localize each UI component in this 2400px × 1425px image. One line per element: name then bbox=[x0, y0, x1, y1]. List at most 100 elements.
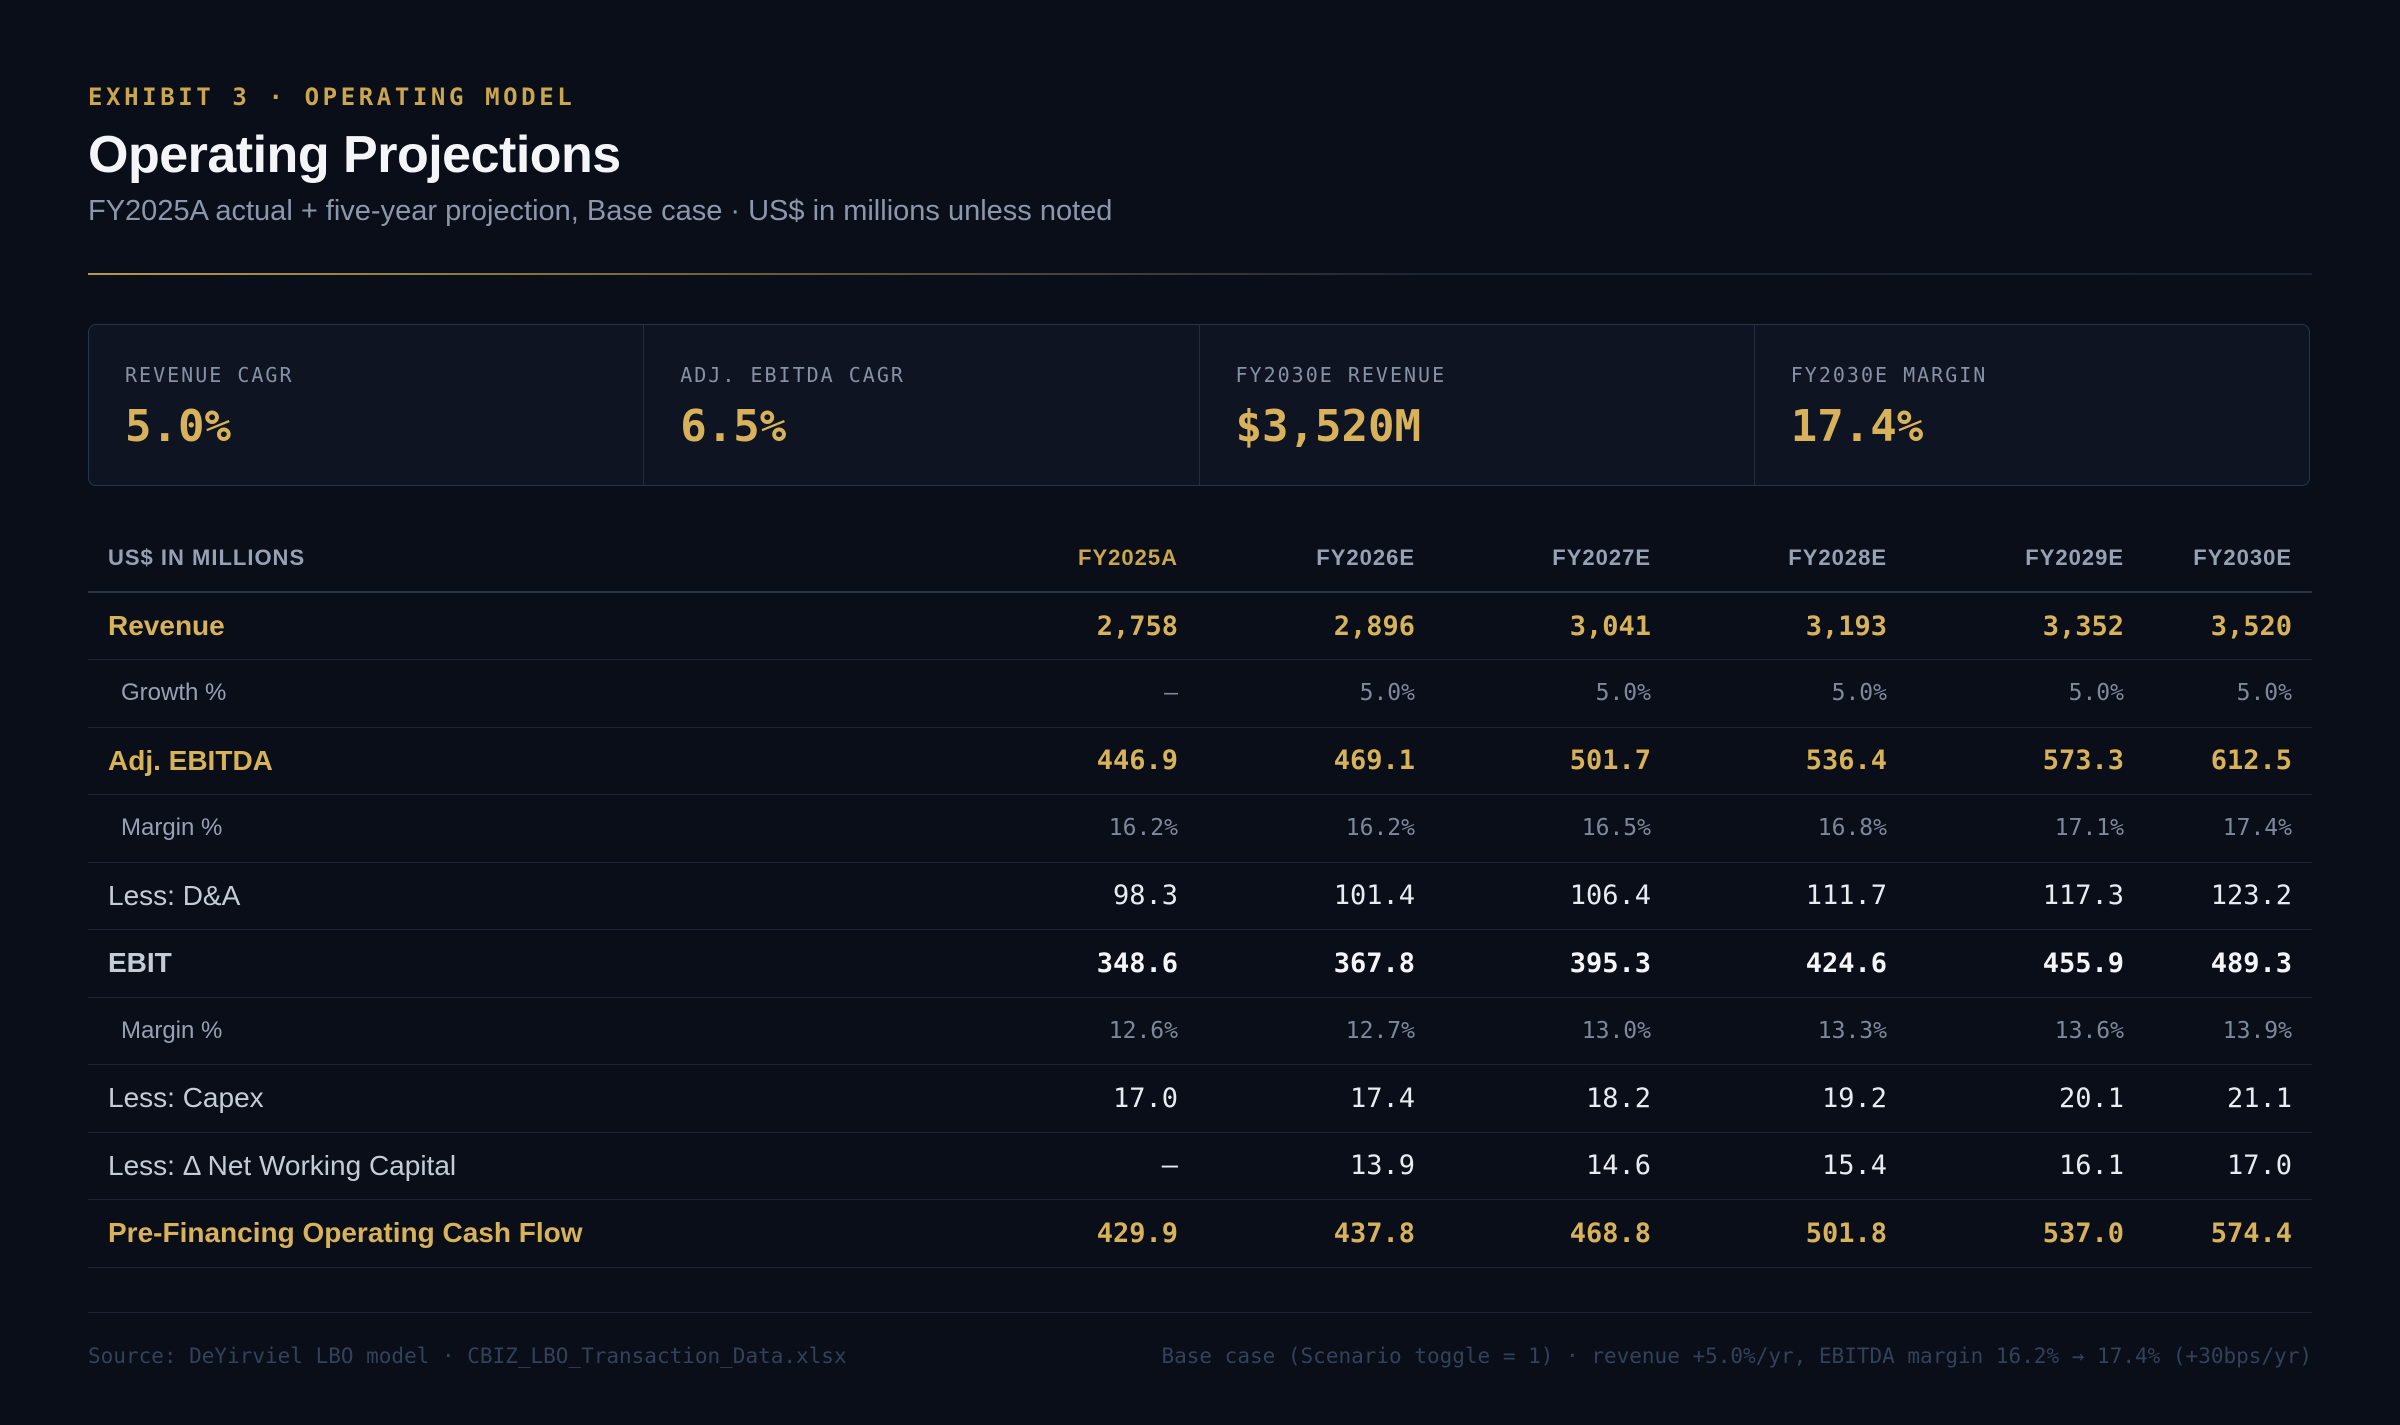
table-cell: 106.4 bbox=[1569, 880, 1651, 912]
table-cell: 16.8% bbox=[1817, 815, 1887, 842]
table-cell: 17.1% bbox=[2054, 815, 2124, 842]
table-row: Margin % 16.2% 16.2% 16.5% 16.8% 17.1% 17.4% bbox=[88, 795, 2312, 862]
table-cell: 19.2 bbox=[1821, 1082, 1887, 1114]
kpi-label: FY2030E REVENUE bbox=[1235, 363, 1447, 387]
table-row: Less: Δ Net Working Capital — 13.9 14.6 15.4… bbox=[88, 1132, 2312, 1200]
table-row: Less: Capex 17.0 17.4 18.2 19.2 20.1 21.1 bbox=[88, 1065, 2312, 1132]
table-body: Revenue 2,758 2,896 3,041 3,193 3,352 3,520 Gro… bbox=[88, 592, 2312, 1267]
table-cell: — bbox=[1164, 680, 1178, 707]
table-cell: 424.6 bbox=[1805, 947, 1887, 979]
table-row: Less: D&A 98.3 101.4 106.4 111.7 117.3 123.2 bbox=[88, 862, 2312, 930]
exhibit-eyebrow: EXHIBIT 3 · OPERATING MODEL bbox=[88, 83, 576, 111]
kpi-value: $3,520M bbox=[1235, 401, 1421, 452]
row-label: Less: D&A bbox=[108, 879, 241, 911]
column-header-fy2027e: FY2027E bbox=[1552, 544, 1651, 570]
table-row: Margin % 12.6% 12.7% 13.0% 13.3% 13.6% 13.9% bbox=[88, 997, 2312, 1065]
table-cell: 489.3 bbox=[2210, 947, 2292, 979]
table-cell: 13.6% bbox=[2054, 1017, 2124, 1044]
table-cell: 98.3 bbox=[1112, 880, 1178, 912]
table-cell: 501.7 bbox=[1569, 745, 1651, 777]
kpi-strip: REVENUE CAGR 5.0% ADJ. EBITDA CAGR 6.5% … bbox=[88, 324, 2310, 486]
table-cell: 16.2% bbox=[1345, 815, 1415, 842]
kpi-fy2030e-revenue: FY2030E REVENUE $3,520M bbox=[1200, 325, 1755, 485]
table-row: Adj. EBITDA 446.9 469.1 501.7 536.4 573.3 612.… bbox=[88, 727, 2312, 795]
table-cell: 537.0 bbox=[2042, 1217, 2124, 1249]
header-divider bbox=[88, 273, 2312, 275]
page-title: Operating Projections bbox=[88, 126, 621, 184]
footer-source: Source: DeYirviel LBO model · CBIZ_LBO_T… bbox=[88, 1344, 847, 1368]
table-cell: 3,041 bbox=[1569, 610, 1651, 642]
row-label: Revenue bbox=[108, 610, 225, 641]
page-subtitle: FY2025A actual + five-year projection, B… bbox=[88, 195, 1113, 227]
kpi-revenue-cagr: REVENUE CAGR 5.0% bbox=[89, 325, 645, 485]
table-cell: 395.3 bbox=[1569, 947, 1651, 979]
table-cell: 3,520 bbox=[2210, 610, 2292, 642]
table-cell: 13.0% bbox=[1581, 1017, 1651, 1044]
table-cell: 12.7% bbox=[1345, 1017, 1415, 1044]
table-cell: 536.4 bbox=[1805, 745, 1887, 777]
table-cell: 123.2 bbox=[2210, 880, 2292, 912]
table-cell: 2,758 bbox=[1096, 610, 1178, 642]
table-cell: 455.9 bbox=[2042, 947, 2124, 979]
row-label: Margin % bbox=[121, 1016, 223, 1044]
row-label: Adj. EBITDA bbox=[108, 744, 273, 776]
table-cell: 20.1 bbox=[2058, 1082, 2124, 1114]
column-header-units: US$ IN MILLIONS bbox=[108, 544, 306, 570]
kpi-value: 5.0% bbox=[125, 401, 231, 452]
projections-table: US$ IN MILLIONS FY2025A FY2026E FY2027E … bbox=[88, 524, 2312, 1268]
table-row: Revenue 2,758 2,896 3,041 3,193 3,352 3,520 bbox=[88, 592, 2312, 660]
table-cell: 469.1 bbox=[1333, 745, 1415, 777]
table-cell: 15.4 bbox=[1821, 1150, 1887, 1182]
table-cell: — bbox=[1161, 1150, 1178, 1182]
table-cell: 13.9 bbox=[1349, 1150, 1415, 1182]
table-cell: 5.0% bbox=[2236, 680, 2292, 707]
table-header-row: US$ IN MILLIONS FY2025A FY2026E FY2027E … bbox=[88, 524, 2312, 592]
row-label: Growth % bbox=[121, 679, 227, 707]
table-cell: 16.1 bbox=[2058, 1150, 2124, 1182]
kpi-fy2030e-margin: FY2030E MARGIN 17.4% bbox=[1755, 325, 2309, 485]
kpi-label: REVENUE CAGR bbox=[125, 363, 294, 387]
table-cell: 17.4% bbox=[2222, 815, 2292, 842]
column-header-fy2030e: FY2030E bbox=[2193, 544, 2292, 570]
footer-note: Base case (Scenario toggle = 1) · revenu… bbox=[1161, 1344, 2312, 1368]
column-header-fy2025a: FY2025A bbox=[1078, 544, 1178, 570]
kpi-value: 17.4% bbox=[1790, 401, 1924, 452]
table-cell: 17.0 bbox=[1112, 1082, 1178, 1114]
table-cell: 574.4 bbox=[2210, 1217, 2292, 1249]
column-header-fy2026e: FY2026E bbox=[1316, 544, 1415, 570]
table-cell: 111.7 bbox=[1805, 880, 1887, 912]
table-cell: 437.8 bbox=[1333, 1217, 1415, 1249]
table-cell: 3,352 bbox=[2042, 610, 2124, 642]
row-label: EBIT bbox=[108, 947, 172, 979]
table-cell: 18.2 bbox=[1585, 1082, 1651, 1114]
table-cell: 21.1 bbox=[2226, 1082, 2292, 1114]
row-label: Less: Δ Net Working Capital bbox=[108, 1149, 457, 1181]
table-cell: 12.6% bbox=[1108, 1017, 1178, 1044]
table-row: EBIT 348.6 367.8 395.3 424.6 455.9 489.3 bbox=[88, 930, 2312, 997]
table-cell: 612.5 bbox=[2210, 745, 2292, 777]
table-cell: 16.5% bbox=[1581, 815, 1651, 842]
column-header-fy2029e: FY2029E bbox=[2025, 544, 2124, 570]
table-cell: 348.6 bbox=[1096, 947, 1178, 979]
table-cell: 446.9 bbox=[1096, 745, 1178, 777]
table-cell: 2,896 bbox=[1333, 610, 1415, 642]
kpi-label: FY2030E MARGIN bbox=[1790, 363, 1988, 387]
kpi-ebitda-cagr: ADJ. EBITDA CAGR 6.5% bbox=[644, 325, 1200, 485]
table-cell: 501.8 bbox=[1805, 1217, 1887, 1249]
row-label: Less: Capex bbox=[108, 1082, 264, 1114]
table-cell: 573.3 bbox=[2042, 745, 2124, 777]
table-cell: 14.6 bbox=[1585, 1150, 1651, 1182]
table-cell: 17.4 bbox=[1349, 1082, 1415, 1114]
table-cell: 13.9% bbox=[2222, 1017, 2292, 1044]
table-row: Pre-Financing Operating Cash Flow 429.9 43… bbox=[88, 1200, 2312, 1267]
table-cell: 3,193 bbox=[1805, 610, 1887, 642]
footer-divider bbox=[88, 1312, 2312, 1313]
table-cell: 429.9 bbox=[1096, 1217, 1178, 1249]
table-cell: 5.0% bbox=[1831, 680, 1887, 707]
table-cell: 17.0 bbox=[2226, 1150, 2292, 1182]
kpi-label: ADJ. EBITDA CAGR bbox=[680, 363, 905, 387]
table-cell: 468.8 bbox=[1569, 1217, 1651, 1249]
table-cell: 5.0% bbox=[1359, 680, 1415, 707]
row-label: Margin % bbox=[121, 814, 223, 842]
table-cell: 101.4 bbox=[1333, 880, 1415, 912]
